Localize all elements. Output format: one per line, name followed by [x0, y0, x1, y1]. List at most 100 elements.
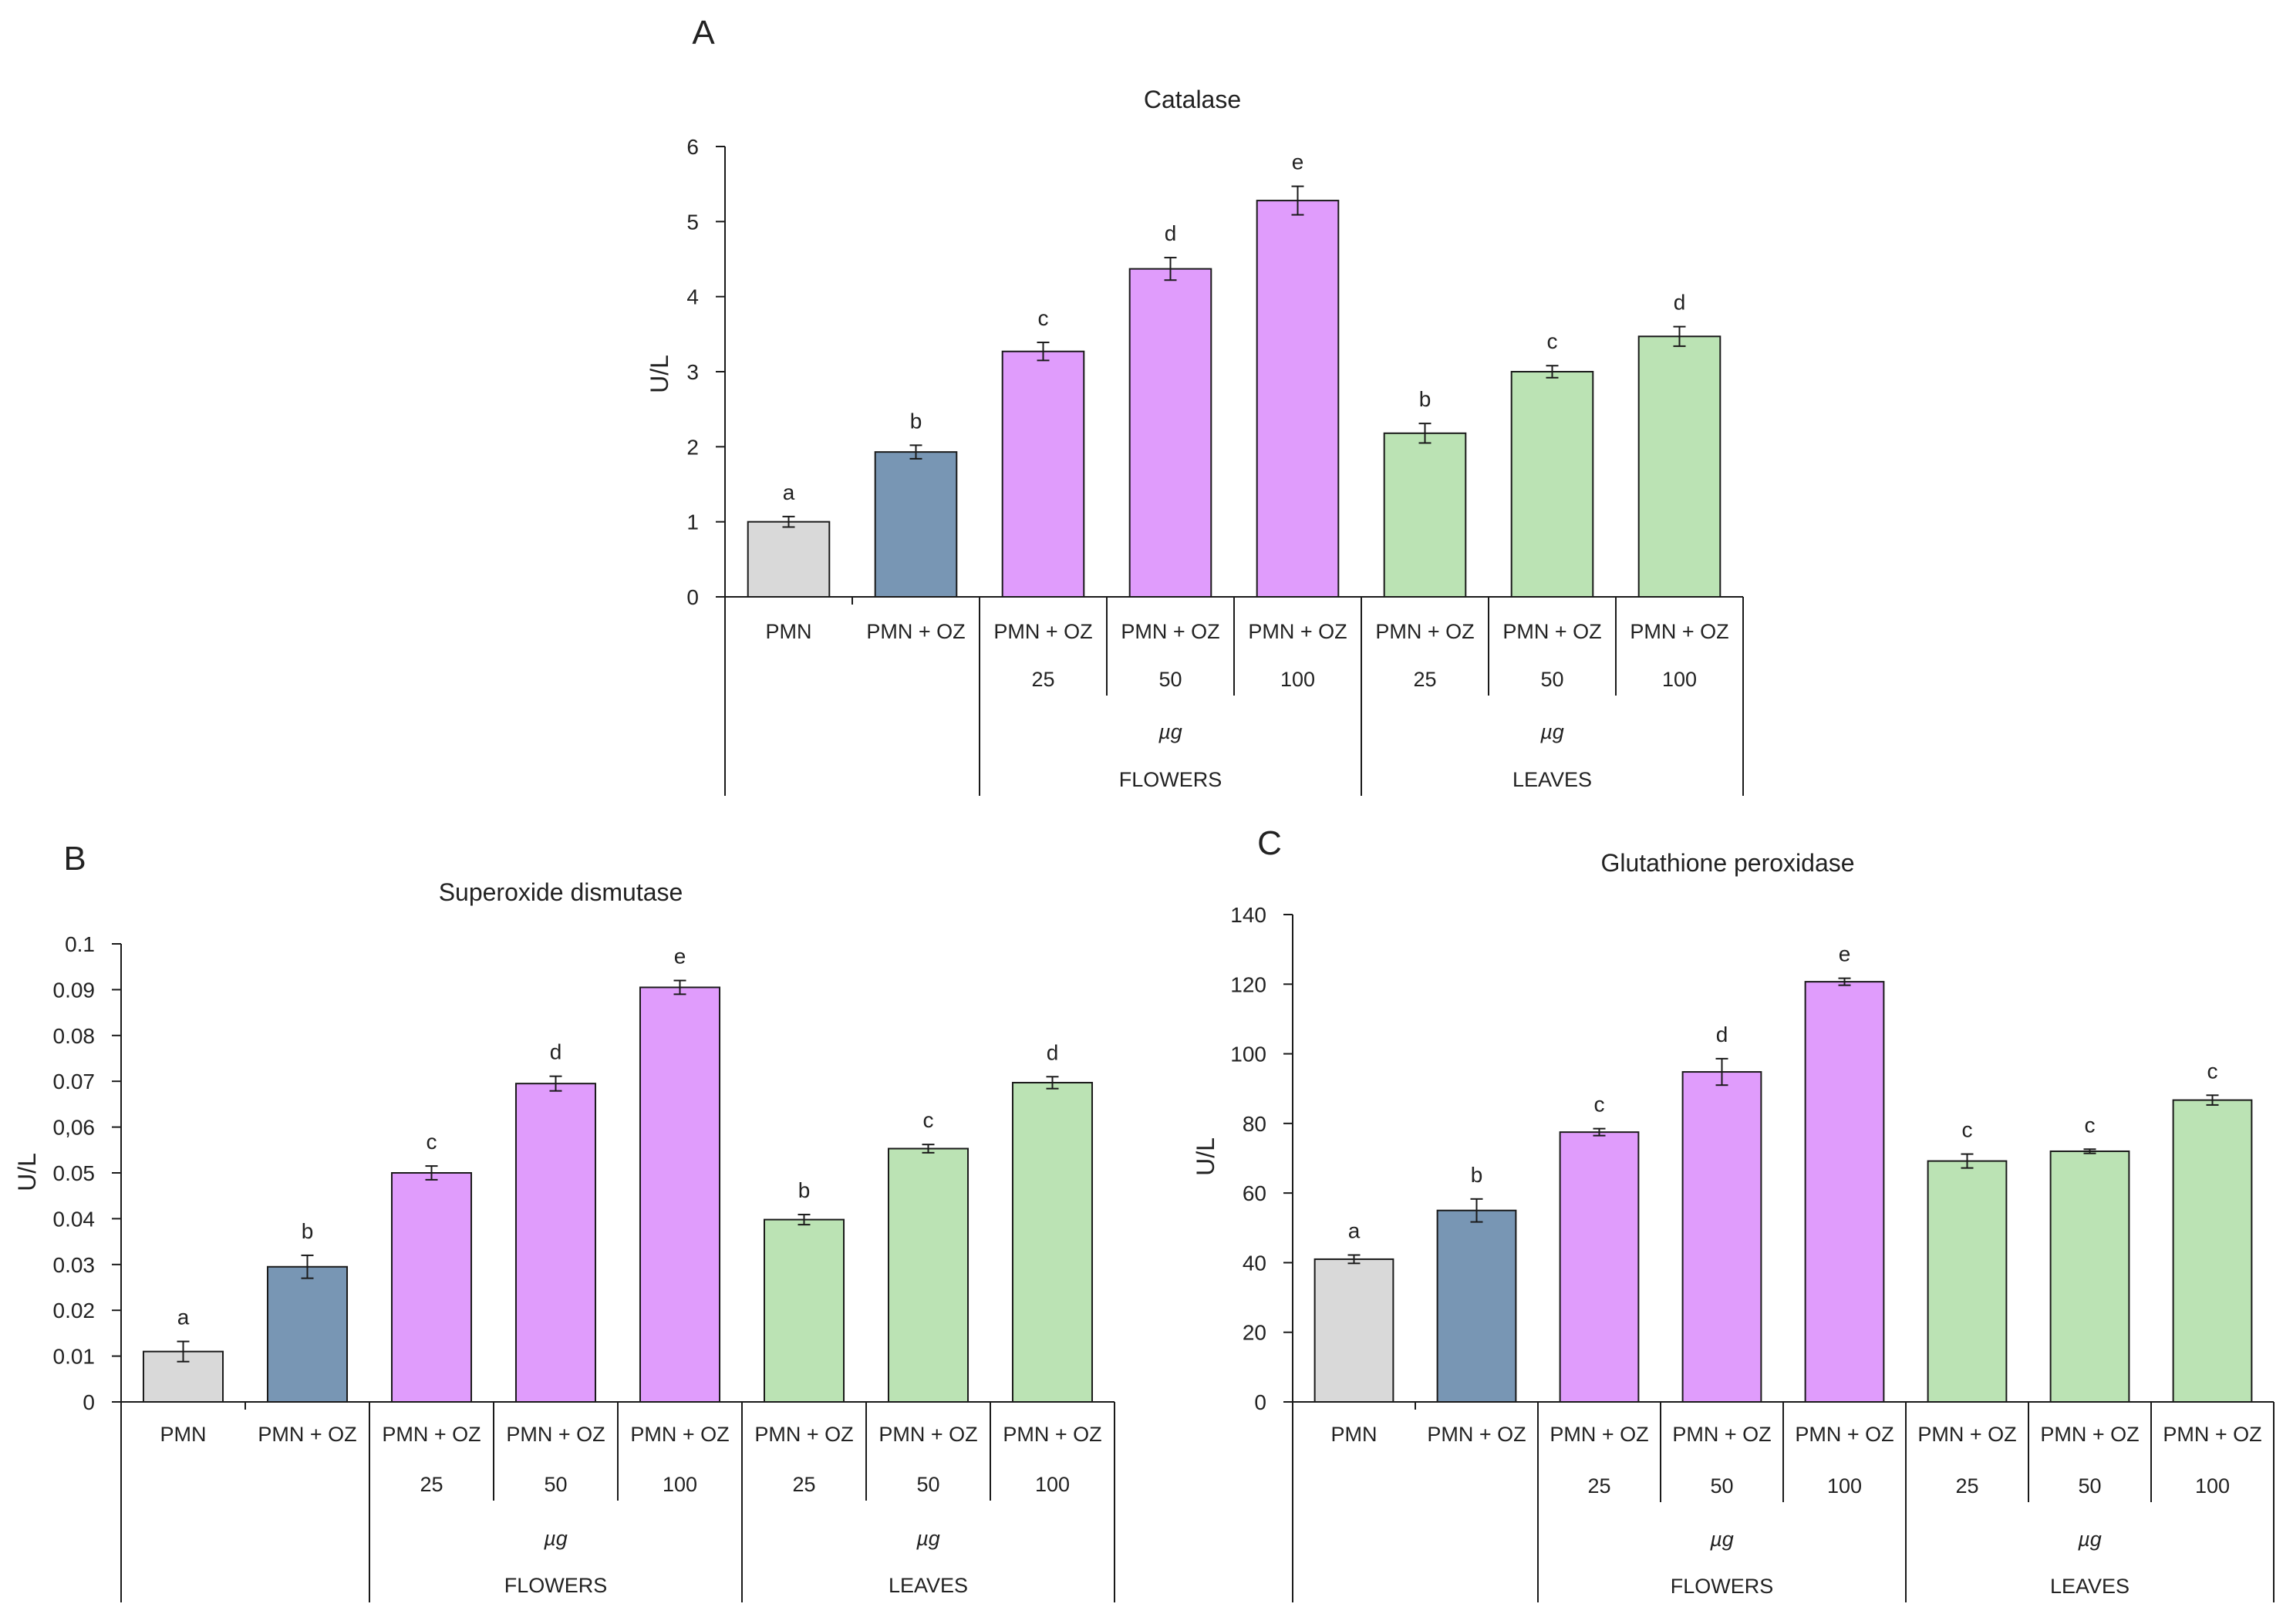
category-label: PMN + OZ — [2040, 1423, 2139, 1446]
dose-label: 100 — [1035, 1473, 1070, 1496]
bar — [2172, 1099, 2253, 1403]
group-name-label: LEAVES — [2050, 1575, 2130, 1598]
superoxide-dismutase-y-axis-label: U/L — [13, 1153, 41, 1191]
y-tick-label: 120 — [1230, 972, 1266, 996]
group-name-label: LEAVES — [889, 1574, 968, 1597]
y-tick-label: 0.1 — [65, 932, 95, 956]
dose-label: 100 — [1827, 1474, 1862, 1498]
dose-label: 25 — [792, 1473, 815, 1496]
panel-label-b: B — [63, 840, 86, 878]
significance-letter: d — [1165, 221, 1177, 245]
dose-label: 25 — [1031, 668, 1054, 691]
bar — [747, 521, 831, 598]
panel-label-a: A — [692, 14, 715, 52]
catalase-panel: A Catalase U/L 0 1 2 3 4 5 6 a PMN b PMN + OZ c PMN … — [646, 14, 1744, 796]
bar — [1383, 432, 1467, 598]
significance-letter: c — [923, 1108, 934, 1132]
dose-label: 50 — [544, 1473, 567, 1496]
category-label: PMN — [160, 1423, 207, 1446]
bar — [887, 1147, 970, 1403]
category-label: PMN + OZ — [866, 620, 965, 643]
bar — [1256, 200, 1340, 598]
dose-label: 25 — [1955, 1474, 1978, 1498]
category-label: PMN + OZ — [754, 1423, 853, 1446]
significance-letter: d — [1047, 1040, 1059, 1064]
significance-letter: a — [177, 1306, 190, 1329]
category-label: PMN + OZ — [382, 1423, 481, 1446]
category-label: PMN + OZ — [1502, 620, 1601, 643]
group-unit-label: µg — [1158, 720, 1182, 743]
group-unit-label: µg — [1709, 1528, 1734, 1551]
superoxide-dismutase-title: Superoxide dismutase — [439, 878, 683, 906]
significance-letter: c — [1038, 306, 1049, 330]
dose-label: 100 — [2195, 1474, 2230, 1498]
y-tick-label: 40 — [1243, 1251, 1266, 1275]
y-tick-label: 0.01 — [53, 1345, 96, 1369]
category-label: PMN + OZ — [630, 1423, 729, 1446]
y-tick-label: 0 — [83, 1390, 95, 1414]
significance-letter: e — [1839, 942, 1851, 966]
bar — [639, 986, 721, 1403]
significance-letter: a — [783, 480, 795, 504]
y-tick-label: 2 — [686, 435, 699, 459]
category-label: PMN — [766, 620, 812, 643]
group-name-label: LEAVES — [1512, 768, 1592, 791]
dose-label: 25 — [1587, 1474, 1610, 1498]
dose-label: 50 — [1710, 1474, 1733, 1498]
category-label: PMN + OZ — [1248, 620, 1347, 643]
bar — [390, 1172, 473, 1403]
glutathione-peroxidase-title: Glutathione peroxidase — [1600, 849, 1854, 877]
y-tick-label: 0.08 — [53, 1024, 96, 1048]
category-label: PMN + OZ — [1375, 620, 1474, 643]
y-tick-label: 60 — [1243, 1181, 1266, 1205]
bar — [874, 451, 958, 598]
significance-letter: a — [1348, 1218, 1361, 1242]
category-label: PMN + OZ — [1550, 1423, 1648, 1446]
bar — [1804, 981, 1885, 1403]
significance-letter: c — [427, 1130, 437, 1154]
y-tick-label: 5 — [686, 210, 699, 234]
bar — [1436, 1209, 1517, 1403]
category-label: PMN — [1331, 1423, 1378, 1446]
y-tick-label: 6 — [686, 135, 699, 159]
y-tick-label: 80 — [1243, 1112, 1266, 1136]
category-label: PMN + OZ — [993, 620, 1092, 643]
significance-letter: d — [550, 1040, 562, 1064]
y-tick-label: 0.05 — [53, 1161, 96, 1185]
category-label: PMN + OZ — [1795, 1423, 1894, 1446]
group-name-label: FLOWERS — [1671, 1575, 1774, 1598]
significance-letter: e — [1292, 150, 1304, 174]
y-tick-label: 0 — [1254, 1390, 1266, 1414]
category-label: PMN + OZ — [1917, 1423, 2016, 1446]
significance-letter: c — [1594, 1093, 1605, 1117]
y-tick-label: 1 — [686, 510, 699, 534]
dose-label: 100 — [663, 1473, 697, 1496]
dose-label: 50 — [1158, 668, 1182, 691]
y-tick-label: 3 — [686, 360, 699, 384]
dose-label: 50 — [916, 1473, 939, 1496]
y-tick-label: 0.03 — [53, 1253, 96, 1277]
y-tick-label: 100 — [1230, 1043, 1266, 1066]
group-name-label: FLOWERS — [1119, 768, 1222, 791]
category-label: PMN + OZ — [2163, 1423, 2261, 1446]
y-tick-label: 140 — [1230, 903, 1266, 927]
group-unit-label: µg — [1539, 720, 1564, 743]
bar — [1510, 371, 1594, 598]
bar — [1637, 335, 1722, 598]
significance-letter: d — [1674, 291, 1686, 315]
bar — [1011, 1081, 1094, 1403]
bar — [514, 1083, 597, 1403]
category-label: PMN + OZ — [1630, 620, 1728, 643]
panel-label-c: C — [1257, 824, 1282, 862]
y-tick-label: 0,06 — [53, 1116, 96, 1140]
glutathione-peroxidase-y-axis-label: U/L — [1192, 1137, 1219, 1176]
group-name-label: FLOWERS — [504, 1574, 608, 1597]
significance-letter: b — [798, 1178, 811, 1202]
dose-label: 100 — [1280, 668, 1315, 691]
group-unit-label: µg — [543, 1527, 568, 1550]
bar — [2049, 1150, 2130, 1403]
significance-letter: c — [1547, 329, 1558, 353]
category-label: PMN + OZ — [1427, 1423, 1526, 1446]
y-tick-label: 0 — [686, 585, 699, 609]
significance-letter: b — [1419, 387, 1432, 411]
